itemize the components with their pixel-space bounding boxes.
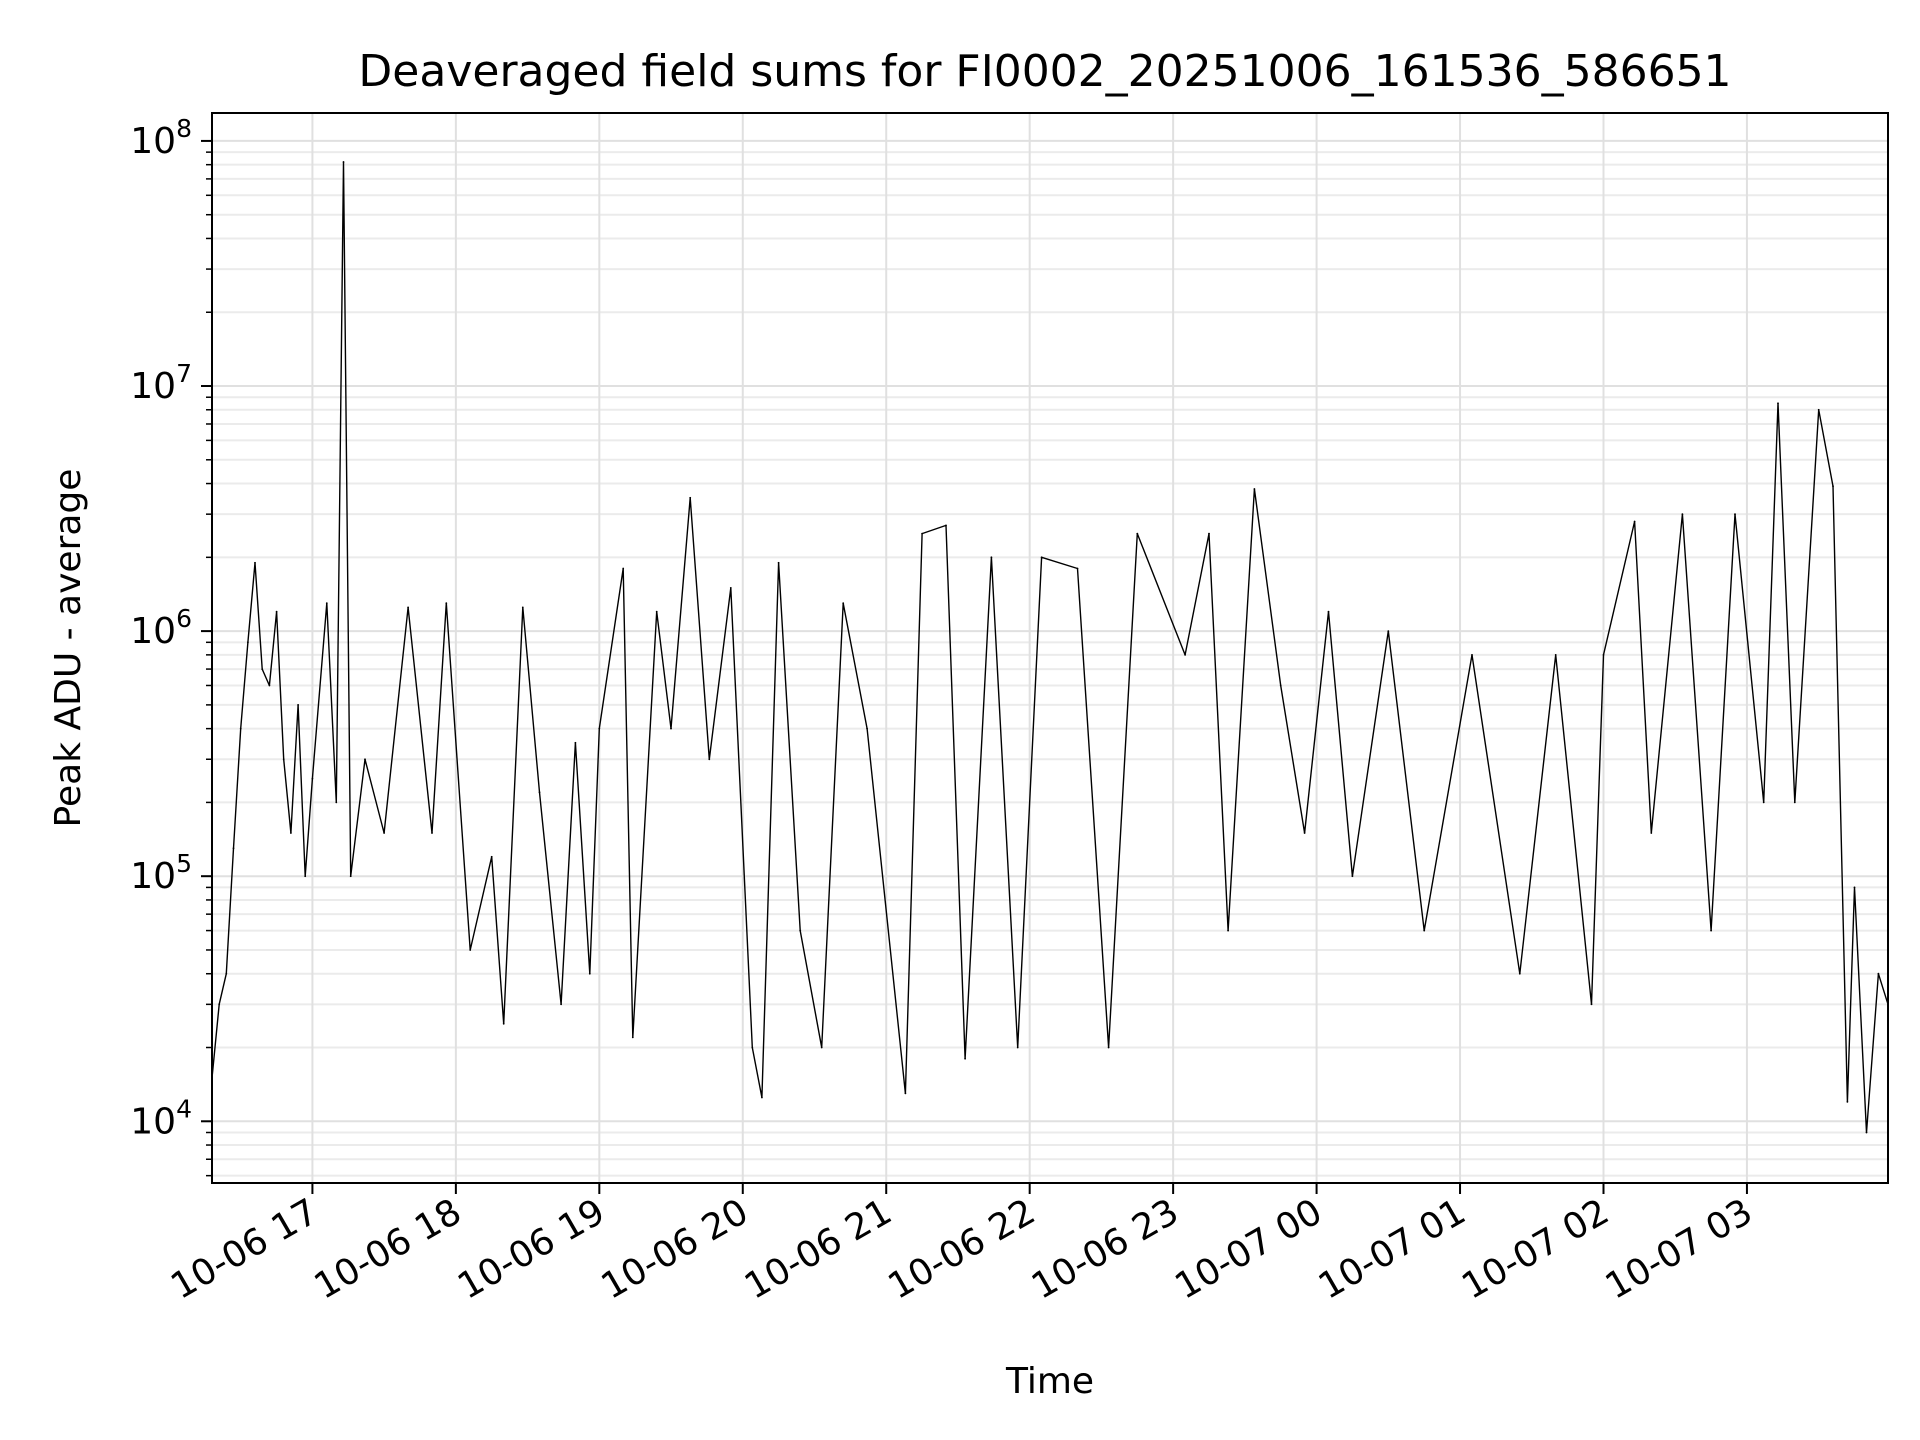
data-point <box>1846 1101 1849 1103</box>
data-point <box>866 727 868 730</box>
data-point <box>708 758 711 761</box>
data-point <box>820 1046 823 1049</box>
y-axis: 104 105 106 107 108 <box>130 114 212 1177</box>
y-tick-label: 108 <box>130 114 192 162</box>
data-point <box>799 929 802 932</box>
data-point <box>490 855 493 858</box>
data-point <box>1303 832 1306 834</box>
data-point <box>502 1022 505 1025</box>
data-point <box>349 875 352 878</box>
data-point <box>761 1096 763 1099</box>
data-point <box>1734 513 1736 516</box>
plot-frame <box>211 112 1889 1184</box>
data-point <box>254 561 256 564</box>
data-point <box>1681 513 1684 516</box>
data-point <box>1554 654 1557 656</box>
data-point <box>689 496 692 499</box>
data-point <box>297 704 299 706</box>
data-point <box>1602 654 1605 656</box>
data-point <box>304 875 307 878</box>
data-point <box>1227 929 1229 932</box>
data-point <box>1762 801 1765 804</box>
y-axis-label: Peak ADU - average <box>48 469 89 828</box>
data-point <box>1327 610 1330 613</box>
data-point <box>1710 929 1712 932</box>
data-point <box>1208 532 1210 535</box>
data-point <box>469 949 472 951</box>
y-tick-label: 104 <box>130 1094 192 1142</box>
data-point <box>275 610 278 613</box>
data-point <box>445 602 448 605</box>
data-point <box>407 606 409 609</box>
data-point <box>1423 929 1426 932</box>
data-point <box>431 832 433 834</box>
data-point <box>631 1036 634 1039</box>
data-point <box>574 741 577 744</box>
data-point <box>1877 972 1880 975</box>
data-point <box>1076 567 1079 570</box>
chart-title: Deaveraged field sums for FI0002_2025100… <box>358 46 1731 97</box>
data-point <box>729 587 732 589</box>
data-point <box>247 641 249 644</box>
data-point <box>225 972 228 975</box>
data-point <box>311 777 314 780</box>
x-axis-label: Time <box>1005 1361 1094 1402</box>
data-point <box>945 524 947 527</box>
data-point <box>598 727 601 730</box>
grid <box>212 113 1888 1183</box>
data-point <box>268 684 271 687</box>
data-point <box>1184 654 1186 656</box>
data-point <box>538 791 541 794</box>
series-layer <box>211 161 1889 1134</box>
data-point <box>232 847 235 850</box>
data-point <box>1351 875 1354 878</box>
data-point <box>364 758 366 761</box>
data-point <box>655 610 658 613</box>
data-point <box>383 832 385 834</box>
data-point <box>1817 408 1820 411</box>
data-point <box>751 1046 754 1049</box>
data-point <box>1518 972 1521 975</box>
data-point <box>1040 556 1043 559</box>
data-point <box>1853 886 1856 889</box>
data-point <box>622 567 625 570</box>
data-point <box>335 801 338 804</box>
data-point <box>1865 1131 1868 1134</box>
y-tick-label: 107 <box>130 359 192 407</box>
data-point <box>1016 1046 1019 1049</box>
data-point <box>1387 630 1390 632</box>
data-point <box>290 832 292 834</box>
data-point <box>342 161 345 163</box>
y-tick-label: 106 <box>130 604 192 652</box>
data-point <box>777 561 780 564</box>
data-point <box>842 602 845 605</box>
data-point <box>325 602 328 605</box>
data-point <box>282 758 285 761</box>
data-point <box>1279 684 1282 687</box>
data-point <box>588 972 591 975</box>
data-point <box>990 556 993 559</box>
data-point <box>1832 485 1834 488</box>
data-point <box>1471 654 1473 656</box>
data-point <box>560 1003 562 1006</box>
data-point <box>261 668 264 670</box>
data-point <box>904 1092 907 1095</box>
data-point <box>1136 532 1139 535</box>
y-tick-label: 105 <box>130 849 192 897</box>
data-point <box>1633 520 1636 523</box>
data-point <box>670 727 672 730</box>
data-point <box>1793 801 1796 804</box>
data-point <box>218 1003 221 1006</box>
data-point <box>964 1057 966 1060</box>
data-point <box>1777 402 1779 405</box>
data-point <box>239 727 242 730</box>
data-point <box>1590 1003 1593 1006</box>
data-point <box>1107 1046 1110 1049</box>
data-point <box>921 532 923 535</box>
data-point <box>1253 488 1256 490</box>
data-point <box>1650 832 1653 834</box>
data-point <box>521 606 524 609</box>
